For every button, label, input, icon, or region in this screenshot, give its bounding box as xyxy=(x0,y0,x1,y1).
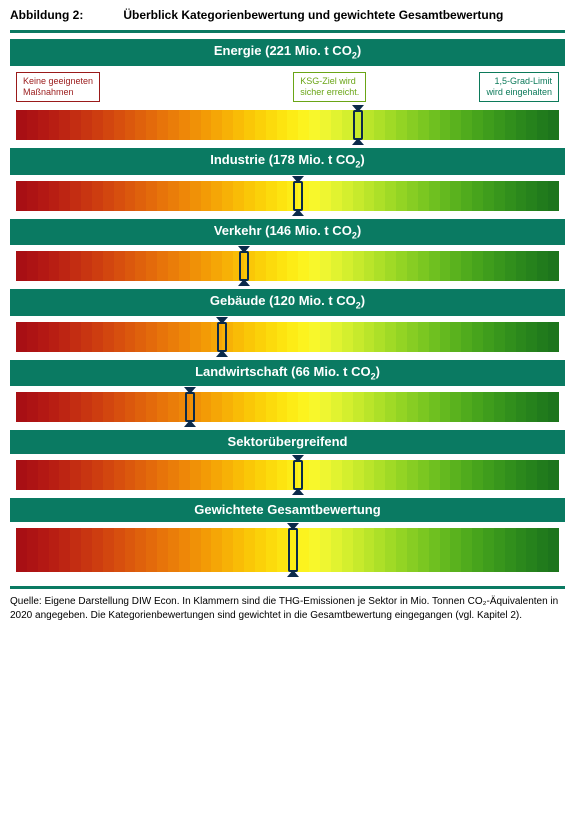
section-header-gebaeude: Gebäude (120 Mio. t CO2) xyxy=(10,289,565,316)
figure-title: Abbildung 2: Überblick Kategorienbewertu… xyxy=(10,8,565,22)
section-body-gebaeude xyxy=(10,316,565,360)
section-body-landwirtschaft xyxy=(10,386,565,430)
source-note: Quelle: Eigene Darstellung DIW Econ. In … xyxy=(10,595,565,622)
section-header-energie: Energie (221 Mio. t CO2) xyxy=(10,39,565,66)
section-header-verkehr: Verkehr (146 Mio. t CO2) xyxy=(10,219,565,246)
section-header-sektor: Sektorübergreifend xyxy=(10,430,565,454)
gradient-bar xyxy=(16,460,559,490)
legend-left: Keine geeigneten Maßnahmen xyxy=(16,72,100,103)
chart-frame: Energie (221 Mio. t CO2) Keine geeigneten… xyxy=(10,30,565,589)
gradient-bar xyxy=(16,322,559,352)
section-body-verkehr xyxy=(10,245,565,289)
section-body-sektor xyxy=(10,454,565,498)
gradient-bar xyxy=(16,392,559,422)
gradient-bar xyxy=(16,181,559,211)
legend-right: 1,5-Grad-Limit wird eingehalten xyxy=(479,72,559,103)
legend-row: Keine geeigneten Maßnahmen KSG-Ziel wird … xyxy=(16,72,559,103)
figure-title-text: Überblick Kategorienbewertung und gewich… xyxy=(123,8,503,22)
gradient-bar xyxy=(16,110,559,140)
section-body-industrie xyxy=(10,175,565,219)
gradient-bar xyxy=(16,528,559,572)
section-header-industrie: Industrie (178 Mio. t CO2) xyxy=(10,148,565,175)
section-header-landwirtschaft: Landwirtschaft (66 Mio. t CO2) xyxy=(10,360,565,387)
figure-title-lead: Abbildung 2: xyxy=(10,8,83,22)
section-header-gesamt: Gewichtete Gesamtbewertung xyxy=(10,498,565,522)
section-body-energie: Keine geeigneten Maßnahmen KSG-Ziel wird … xyxy=(10,66,565,149)
gradient-bar xyxy=(16,251,559,281)
section-body-gesamt xyxy=(10,522,565,580)
legend-mid: KSG-Ziel wird sicher erreicht. xyxy=(293,72,366,103)
